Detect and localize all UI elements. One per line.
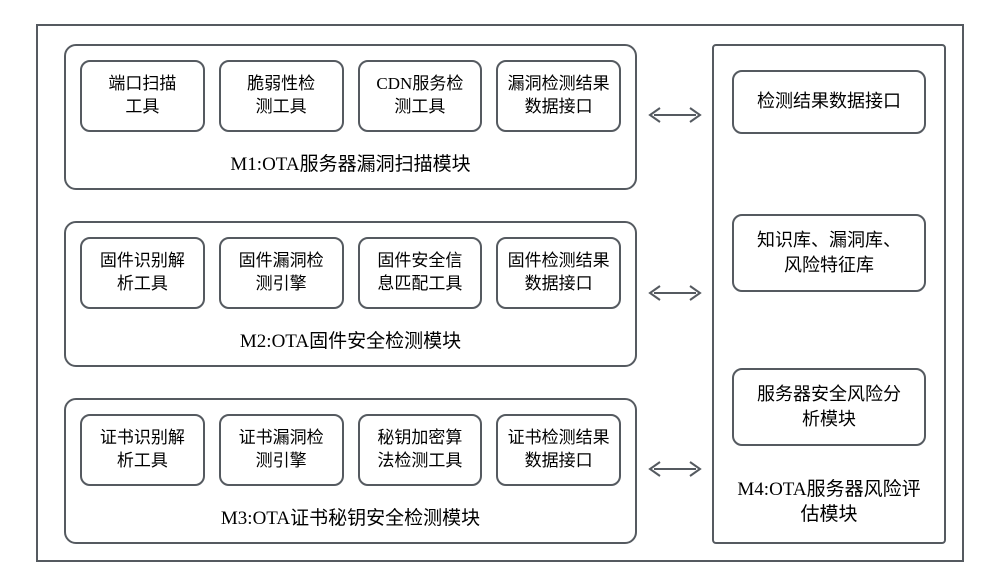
m2-label: M2:OTA固件安全检测模块 [66,326,635,353]
m4-box-1: 检测结果数据接口 [732,70,926,134]
module-m1: 端口扫描 工具 脆弱性检 测工具 CDN服务检 测工具 漏洞检测结果 数据接口 … [64,44,637,190]
m2-tool-row: 固件识别解 析工具 固件漏洞检 测引擎 固件安全信 息匹配工具 固件检测结果 数… [80,237,621,309]
arrow-m2-m4 [646,282,704,304]
module-m4: 检测结果数据接口 知识库、漏洞库、 风险特征库 服务器安全风险分 析模块 M4:… [712,44,946,544]
m2-tool-4: 固件检测结果 数据接口 [496,237,621,309]
m3-label: M3:OTA证书秘钥安全检测模块 [66,503,635,530]
m4-box-3: 服务器安全风险分 析模块 [732,368,926,446]
m3-tool-row: 证书识别解 析工具 证书漏洞检 测引擎 秘钥加密算 法检测工具 证书检测结果 数… [80,414,621,486]
m1-tool-4: 漏洞检测结果 数据接口 [496,60,621,132]
m1-tool-1: 端口扫描 工具 [80,60,205,132]
m3-tool-1: 证书识别解 析工具 [80,414,205,486]
arrow-m1-m4 [646,104,704,126]
m2-tool-3: 固件安全信 息匹配工具 [358,237,483,309]
m3-tool-4: 证书检测结果 数据接口 [496,414,621,486]
module-m3: 证书识别解 析工具 证书漏洞检 测引擎 秘钥加密算 法检测工具 证书检测结果 数… [64,398,637,544]
m1-tool-row: 端口扫描 工具 脆弱性检 测工具 CDN服务检 测工具 漏洞检测结果 数据接口 [80,60,621,132]
m2-tool-2: 固件漏洞检 测引擎 [219,237,344,309]
m3-tool-3: 秘钥加密算 法检测工具 [358,414,483,486]
m1-tool-2: 脆弱性检 测工具 [219,60,344,132]
module-m2: 固件识别解 析工具 固件漏洞检 测引擎 固件安全信 息匹配工具 固件检测结果 数… [64,221,637,367]
m4-box-2: 知识库、漏洞库、 风险特征库 [732,214,926,292]
m1-tool-3: CDN服务检 测工具 [358,60,483,132]
m3-tool-2: 证书漏洞检 测引擎 [219,414,344,486]
m4-label: M4:OTA服务器风险评 估模块 [714,477,944,528]
arrow-m3-m4 [646,458,704,480]
m1-label: M1:OTA服务器漏洞扫描模块 [66,149,635,176]
outer-frame: 端口扫描 工具 脆弱性检 测工具 CDN服务检 测工具 漏洞检测结果 数据接口 … [36,24,964,562]
m2-tool-1: 固件识别解 析工具 [80,237,205,309]
left-column: 端口扫描 工具 脆弱性检 测工具 CDN服务检 测工具 漏洞检测结果 数据接口 … [64,44,637,544]
